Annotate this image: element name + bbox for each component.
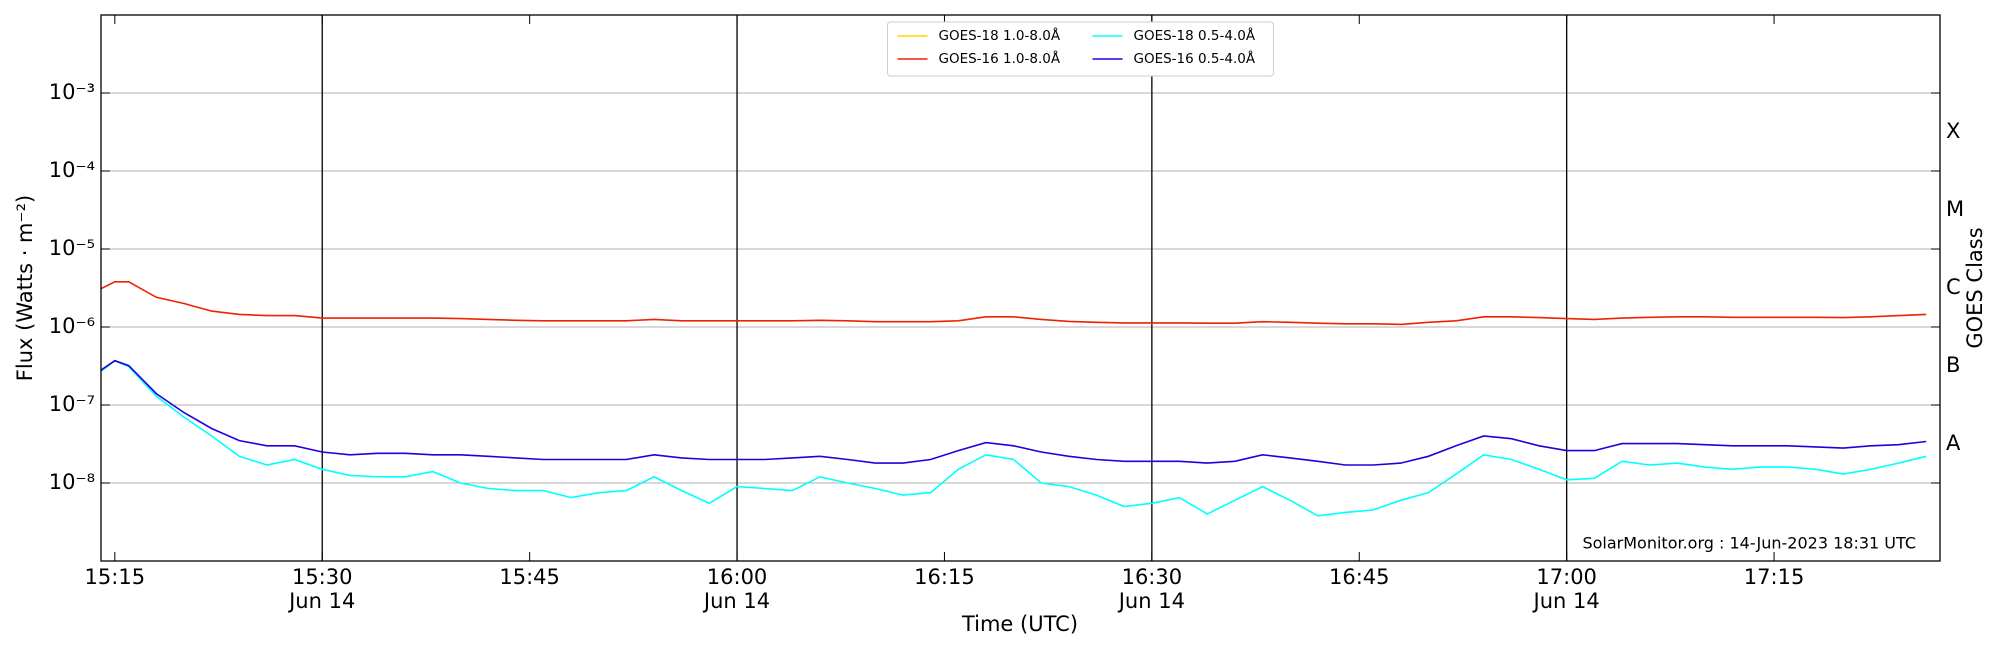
- legend: GOES-18 1.0-8.0Å GOES-16 1.0-8.0Å GOES-18 …: [887, 21, 1274, 77]
- y-tick-label: 10⁻⁴: [49, 158, 95, 182]
- x-tick-label: Jun 14: [1532, 589, 1600, 613]
- x-tick-label: Jun 14: [702, 589, 770, 613]
- y2-tick-label: B: [1946, 353, 1960, 377]
- y-tick-label: 10⁻³: [49, 80, 95, 104]
- x-tick-label: 15:30: [292, 565, 353, 589]
- series-line: [100, 281, 1927, 326]
- x-tick-label: 16:45: [1329, 565, 1390, 589]
- y2-tick-label: C: [1946, 275, 1961, 299]
- x-tick-label: 17:00: [1536, 565, 1597, 589]
- legend-box: [887, 21, 1274, 77]
- legend-label: GOES-16 1.0-8.0Å: [939, 50, 1061, 67]
- legend-label: GOES-16 0.5-4.0Å: [1134, 50, 1256, 67]
- x-tick-label: Jun 14: [287, 589, 355, 613]
- x-tick-label: Jun 14: [1117, 589, 1185, 613]
- y-tick-label: 10⁻⁵: [49, 236, 95, 260]
- y-tick-label: 10⁻⁷: [49, 392, 95, 416]
- y-tick-label: 10⁻⁶: [49, 314, 95, 338]
- series-line: [100, 359, 1927, 517]
- x-tick-label: 15:45: [499, 565, 560, 589]
- x-tick-label: 17:15: [1744, 565, 1805, 589]
- legend-label: GOES-18 1.0-8.0Å: [939, 27, 1061, 44]
- annotation: SolarMonitor.org : 14-Jun-2023 18:31 UTC: [1582, 534, 1916, 553]
- y-axis-label: Flux (Watts · m⁻²): [13, 195, 37, 381]
- x-tick-label: 16:15: [914, 565, 975, 589]
- y2-tick-label: A: [1946, 431, 1961, 455]
- x-tick-label: 16:30: [1122, 565, 1183, 589]
- y-tick-label: 10⁻⁸: [49, 470, 95, 494]
- legend-label: GOES-18 0.5-4.0Å: [1134, 27, 1256, 44]
- plot-frame: [100, 14, 1941, 562]
- y2-tick-label: M: [1946, 197, 1964, 221]
- series-line: [100, 359, 1927, 466]
- x-tick-label: 15:15: [85, 565, 146, 589]
- y2-axis-label: GOES Class: [1963, 227, 1987, 348]
- y2-tick-label: X: [1946, 119, 1960, 143]
- x-tick-label: 16:00: [707, 565, 768, 589]
- x-axis-label: Time (UTC): [961, 612, 1078, 636]
